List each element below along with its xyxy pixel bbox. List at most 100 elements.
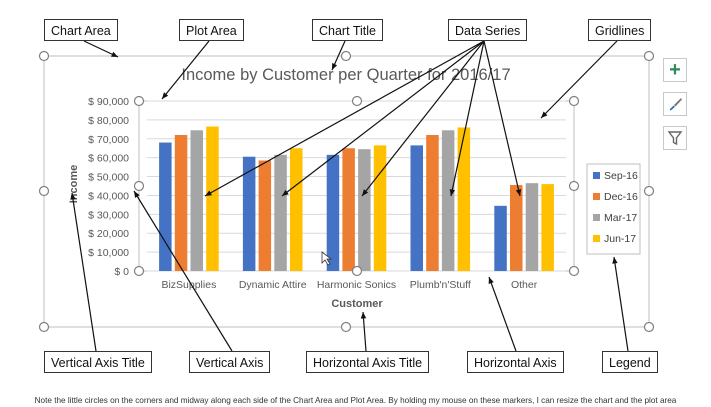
callout-arrow [161, 40, 210, 100]
bar[interactable] [525, 183, 539, 271]
bar[interactable] [159, 142, 172, 271]
y-tick-label: $ 50,000 [88, 172, 129, 184]
bar[interactable] [510, 185, 523, 271]
bar[interactable] [494, 205, 507, 271]
chart-area-resize-handle[interactable] [643, 185, 655, 197]
plot-area-resize-handle[interactable] [351, 95, 363, 107]
plot-area-resize-handle[interactable] [133, 180, 145, 192]
legend-entry: Mar-17 [604, 212, 637, 224]
callout-horizontal-axis: Horizontal Axis [467, 351, 564, 373]
legend-swatch [593, 235, 600, 242]
chart-area-resize-handle[interactable] [38, 185, 50, 197]
plot-area-resize-handle[interactable] [568, 180, 580, 192]
bar[interactable] [373, 145, 387, 271]
bar[interactable] [174, 135, 188, 271]
resize-handles [38, 50, 655, 333]
bar[interactable] [274, 154, 287, 271]
vertical-axis-title[interactable]: Income [68, 165, 80, 204]
callout-arrow [71, 192, 97, 352]
chart-styles-button[interactable] [663, 92, 687, 116]
bar[interactable] [426, 135, 439, 271]
callout-gridlines: Gridlines [588, 19, 652, 41]
arrow-head [111, 51, 118, 57]
mouse-cursor-icon [321, 251, 333, 266]
chart-area-resize-handle[interactable] [38, 50, 50, 62]
arrow-head [515, 189, 522, 196]
chart-elements-button[interactable]: + [663, 58, 687, 82]
callout-arrow [488, 276, 517, 352]
callout-arrow [362, 311, 367, 352]
y-tick-label: $ 10,000 [88, 247, 129, 259]
callout-arrows [70, 40, 629, 352]
arrow-head [541, 111, 548, 118]
legend[interactable]: Sep-16 Dec-16 Mar-17 Jun-17 [586, 163, 641, 255]
callout-arrow [540, 40, 618, 119]
arrow-head [282, 189, 289, 196]
y-tick-label: $ 60,000 [88, 153, 129, 165]
bar[interactable] [258, 160, 272, 272]
legend-entry: Dec-16 [604, 191, 638, 203]
bar[interactable] [206, 126, 219, 272]
bar[interactable] [457, 127, 471, 271]
bar[interactable] [342, 148, 355, 271]
legend-entry: Jun-17 [604, 233, 636, 245]
arrow-head [360, 312, 367, 319]
bar[interactable] [290, 148, 303, 271]
callout-arrow [204, 40, 485, 197]
bar[interactable] [441, 130, 455, 271]
bar[interactable] [326, 154, 340, 271]
callout-arrow [613, 256, 629, 352]
callout-vertical-axis: Vertical Axis [189, 351, 271, 373]
arrow-head [612, 257, 618, 264]
vertical-axis: $ 0 $ 10,000 $ 20,000 $ 30,000 $ 40,000 $ 50,… [88, 96, 129, 278]
x-tick-label: Dynamic Attire [239, 279, 307, 291]
arrow-head [332, 63, 338, 70]
y-tick-label: $ 70,000 [88, 134, 129, 146]
x-tick-label: BizSupplies [161, 279, 216, 291]
caption: Note the little circles on the corners a… [34, 396, 677, 405]
arrow-head [70, 193, 76, 200]
bar[interactable] [358, 149, 371, 271]
y-tick-label: $ 40,000 [88, 190, 129, 202]
legend-swatch [593, 193, 600, 200]
chart-area-resize-handle[interactable] [340, 321, 352, 333]
arrow-head [162, 92, 169, 99]
arrow-head [134, 191, 140, 198]
chart-filters-button[interactable] [663, 126, 687, 150]
x-tick-label: Other [511, 279, 538, 291]
plot-area-resize-handle[interactable] [133, 95, 145, 107]
chart-area-resize-handle[interactable] [38, 321, 50, 333]
filter-icon [667, 131, 683, 146]
y-tick-label: $ 30,000 [88, 209, 129, 221]
plot-area-resize-handle[interactable] [568, 265, 580, 277]
chart-title[interactable]: Income by Customer per Quarter for 2016/… [181, 66, 510, 84]
bar[interactable] [242, 156, 256, 271]
bar[interactable] [541, 184, 554, 271]
callout-arrow [133, 190, 233, 352]
callout-data-series: Data Series [448, 19, 528, 41]
horizontal-axis-title[interactable]: Customer [331, 298, 383, 310]
callout-horizontal-axis-title: Horizontal Axis Title [306, 351, 430, 373]
callout-arrow [361, 40, 485, 197]
y-tick-label: $ 90,000 [88, 96, 129, 108]
arrow-head [488, 277, 494, 284]
horizontal-axis: BizSupplies Dynamic Attire Harmonic Sonics… [161, 279, 537, 291]
callout-legend: Legend [602, 351, 658, 373]
callout-plot-area: Plot Area [179, 19, 244, 41]
legend-swatch [593, 214, 600, 221]
chart-area-resize-handle[interactable] [340, 50, 352, 62]
plot-area-resize-handle[interactable] [351, 265, 363, 277]
paintbrush-icon [669, 98, 682, 111]
bar[interactable] [190, 130, 204, 271]
chart-area-resize-handle[interactable] [643, 321, 655, 333]
plot-area-resize-handle[interactable] [568, 95, 580, 107]
y-tick-label: $ 80,000 [88, 115, 129, 127]
bar[interactable] [410, 145, 424, 271]
plus-icon: + [669, 59, 681, 81]
chart-area-resize-handle[interactable] [643, 50, 655, 62]
plot-area-resize-handle[interactable] [133, 265, 145, 277]
x-tick-label: Harmonic Sonics [317, 279, 396, 291]
y-tick-label: $ 20,000 [88, 228, 129, 240]
y-tick-label: $ 0 [114, 266, 129, 278]
